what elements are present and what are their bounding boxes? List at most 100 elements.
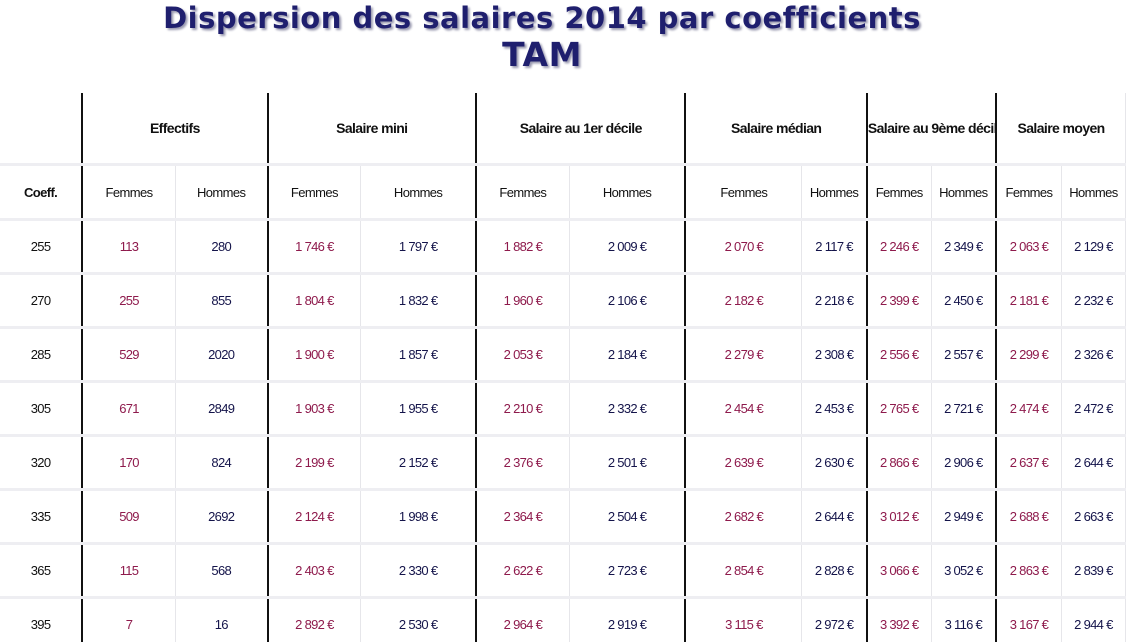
male-value-cell: 2 644 € — [1061, 435, 1127, 491]
female-value-cell: 2 964 € — [475, 597, 570, 642]
female-value-cell: 1 746 € — [266, 219, 362, 275]
coeff-cell: 255 — [0, 219, 83, 275]
male-value-cell: 2 557 € — [931, 327, 997, 383]
female-value-cell: 2 182 € — [684, 273, 803, 329]
female-value-cell: 2 070 € — [684, 219, 803, 275]
male-value-cell: 2 530 € — [360, 597, 477, 642]
male-value-cell: 2 152 € — [360, 435, 477, 491]
male-value-cell: 2 308 € — [801, 327, 868, 383]
female-value-cell: 2 364 € — [475, 489, 570, 545]
male-value-cell: 855 — [175, 273, 269, 329]
female-value-cell: 2 454 € — [684, 381, 803, 437]
female-value-cell: 3 167 € — [995, 597, 1062, 642]
table-row: 285 529 2020 1 900 €1 857 €2 053 €2 184 €2 … — [0, 327, 1127, 383]
female-value-cell: 1 960 € — [475, 273, 570, 329]
group-header-1er-decile: Salaire au 1er décile — [475, 93, 686, 166]
table-row: 320 170 824 2 199 €2 152 €2 376 €2 501 €2 6… — [0, 435, 1127, 491]
female-value-cell: 2 892 € — [266, 597, 362, 642]
female-value-cell: 2 639 € — [684, 435, 803, 491]
sub-header-femmes: Femmes — [995, 164, 1062, 221]
sub-header-hommes: Hommes — [569, 164, 686, 221]
male-value-cell: 2 630 € — [801, 435, 868, 491]
female-value-cell: 2 556 € — [865, 327, 932, 383]
male-value-cell: 1 998 € — [360, 489, 477, 545]
male-value-cell: 2 723 € — [569, 543, 686, 599]
title-line-2: TAM — [502, 35, 582, 74]
female-value-cell: 2 124 € — [266, 489, 362, 545]
male-value-cell: 2 129 € — [1061, 219, 1127, 275]
group-header-median: Salaire médian — [684, 93, 868, 166]
female-value-cell: 2 682 € — [684, 489, 803, 545]
coeff-cell: 320 — [0, 435, 83, 491]
coeff-cell: 395 — [0, 597, 83, 642]
male-value-cell: 2 919 € — [569, 597, 686, 642]
sub-header-hommes: Hommes — [1061, 164, 1127, 221]
male-value-cell: 2 349 € — [931, 219, 997, 275]
male-value-cell: 2 721 € — [931, 381, 997, 437]
female-value-cell: 2 063 € — [995, 219, 1062, 275]
coeff-cell: 365 — [0, 543, 83, 599]
table-row: 395 7 16 2 892 €2 530 €2 964 €2 919 €3 115 … — [0, 597, 1127, 642]
coeff-cell: 285 — [0, 327, 83, 383]
coeff-cell: 305 — [0, 381, 83, 437]
male-value-cell: 2 453 € — [801, 381, 868, 437]
female-value-cell: 2 863 € — [995, 543, 1062, 599]
female-value-cell: 2 854 € — [684, 543, 803, 599]
male-value-cell: 2692 — [175, 489, 269, 545]
male-value-cell: 1 797 € — [360, 219, 477, 275]
sub-header-row: Coeff. Femmes Hommes Femmes Hommes Femmes Hom… — [0, 164, 1127, 221]
male-value-cell: 2 009 € — [569, 219, 686, 275]
male-value-cell: 2 117 € — [801, 219, 868, 275]
female-value-cell: 255 — [81, 273, 176, 329]
male-value-cell: 2 644 € — [801, 489, 868, 545]
female-value-cell: 7 — [81, 597, 176, 642]
female-value-cell: 2 622 € — [475, 543, 570, 599]
group-header-row: Effectifs Salaire mini Salaire au 1er dé… — [0, 93, 1127, 166]
female-value-cell: 2 299 € — [995, 327, 1062, 383]
coeff-header: Coeff. — [0, 164, 83, 221]
female-value-cell: 3 392 € — [865, 597, 932, 642]
sub-header-femmes: Femmes — [684, 164, 803, 221]
female-value-cell: 2 053 € — [475, 327, 570, 383]
male-value-cell: 2 839 € — [1061, 543, 1127, 599]
salary-table: Effectifs Salaire mini Salaire au 1er dé… — [0, 93, 1127, 642]
female-value-cell: 2 866 € — [865, 435, 932, 491]
male-value-cell: 2 472 € — [1061, 381, 1127, 437]
male-value-cell: 2 218 € — [801, 273, 868, 329]
male-value-cell: 2 332 € — [569, 381, 686, 437]
male-value-cell: 568 — [175, 543, 269, 599]
table-body: 255 113 280 1 746 €1 797 €1 882 €2 009 €2 0… — [0, 219, 1127, 642]
male-value-cell: 2 330 € — [360, 543, 477, 599]
female-value-cell: 2 210 € — [475, 381, 570, 437]
table-row: 270 255 855 1 804 €1 832 €1 960 €2 106 €2 1… — [0, 273, 1127, 329]
table-row: 335 509 2692 2 124 €1 998 €2 364 €2 504 €2 … — [0, 489, 1127, 545]
female-value-cell: 2 403 € — [266, 543, 362, 599]
sub-header-hommes: Hommes — [175, 164, 269, 221]
male-value-cell: 824 — [175, 435, 269, 491]
male-value-cell: 3 052 € — [931, 543, 997, 599]
female-value-cell: 3 115 € — [684, 597, 803, 642]
male-value-cell: 2 326 € — [1061, 327, 1127, 383]
female-value-cell: 1 882 € — [475, 219, 570, 275]
female-value-cell: 2 399 € — [865, 273, 932, 329]
female-value-cell: 2 279 € — [684, 327, 803, 383]
female-value-cell: 115 — [81, 543, 176, 599]
sub-header-femmes: Femmes — [865, 164, 932, 221]
sub-header-femmes: Femmes — [266, 164, 362, 221]
page-title: Dispersion des salaires 2014 par coeffic… — [0, 0, 1084, 74]
sub-header-femmes: Femmes — [475, 164, 570, 221]
male-value-cell: 2849 — [175, 381, 269, 437]
male-value-cell: 2 232 € — [1061, 273, 1127, 329]
group-header-salaire-mini: Salaire mini — [266, 93, 477, 166]
female-value-cell: 2 246 € — [865, 219, 932, 275]
male-value-cell: 1 955 € — [360, 381, 477, 437]
male-value-cell: 2 944 € — [1061, 597, 1127, 642]
female-value-cell: 113 — [81, 219, 176, 275]
male-value-cell: 2 106 € — [569, 273, 686, 329]
coeff-cell: 335 — [0, 489, 83, 545]
female-value-cell: 1 900 € — [266, 327, 362, 383]
female-value-cell: 3 012 € — [865, 489, 932, 545]
female-value-cell: 2 376 € — [475, 435, 570, 491]
female-value-cell: 509 — [81, 489, 176, 545]
female-value-cell: 2 765 € — [865, 381, 932, 437]
